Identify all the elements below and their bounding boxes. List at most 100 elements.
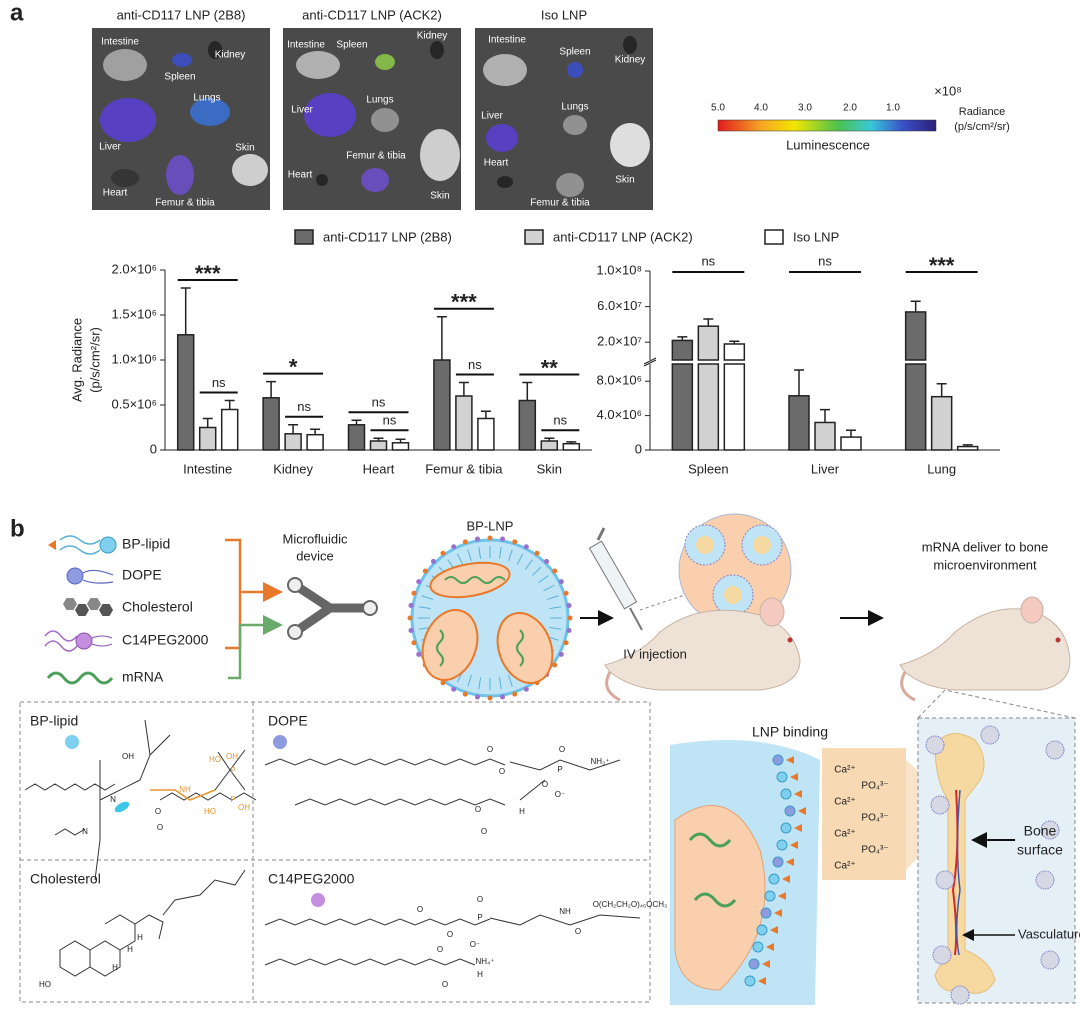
ring bbox=[99, 603, 113, 617]
mini-core bbox=[724, 586, 742, 604]
bar bbox=[433, 359, 451, 451]
orange-tip bbox=[770, 926, 778, 934]
atom-label: P bbox=[230, 766, 235, 775]
error-bar bbox=[846, 429, 856, 438]
lipid-head bbox=[487, 535, 493, 541]
organ-signal bbox=[316, 174, 328, 186]
bond-chain bbox=[54, 828, 86, 836]
lipid-head bbox=[567, 615, 573, 621]
ion-label: Ca²⁺ bbox=[834, 765, 855, 776]
atom-label: O bbox=[481, 827, 487, 836]
error-bar bbox=[458, 381, 469, 396]
bar bbox=[671, 339, 694, 361]
lipid-head bbox=[422, 568, 428, 574]
lipid-head bbox=[768, 873, 780, 885]
orange-tip bbox=[794, 824, 802, 832]
bar bbox=[220, 408, 239, 451]
organ-label: Lungs bbox=[561, 102, 588, 113]
ion-label: Ca²⁺ bbox=[834, 797, 855, 808]
lipid-head bbox=[430, 558, 436, 564]
bar bbox=[540, 440, 559, 451]
sig-label: *** bbox=[451, 290, 477, 315]
orange-tip bbox=[790, 773, 798, 781]
organ-label: Heart bbox=[103, 188, 128, 199]
bar bbox=[262, 397, 280, 451]
linker bbox=[114, 801, 130, 813]
lipid-tail bbox=[538, 575, 549, 584]
component-label: mRNA bbox=[122, 669, 164, 685]
lipid-head bbox=[544, 558, 550, 564]
legend-swatch bbox=[764, 229, 784, 245]
device-label: Microfluidic bbox=[282, 531, 348, 546]
atom-label: N bbox=[82, 827, 88, 836]
y-tick-label: 0.5×10⁶ bbox=[112, 396, 157, 411]
lipid-tail bbox=[549, 606, 562, 610]
orange-tip bbox=[778, 892, 786, 900]
lipid-head bbox=[558, 651, 564, 657]
error-bar bbox=[820, 408, 830, 423]
atom-label: HO bbox=[209, 755, 221, 764]
structure-box bbox=[19, 701, 651, 1003]
error-bar bbox=[180, 287, 191, 335]
error-bar bbox=[310, 428, 321, 435]
zoom-line bbox=[917, 689, 946, 719]
organ-signal bbox=[232, 154, 268, 186]
bar bbox=[455, 395, 473, 451]
orange-bracket bbox=[225, 538, 278, 650]
organ-label: Femur & tibia bbox=[346, 151, 406, 162]
organ-label: Heart bbox=[484, 158, 509, 169]
atom-label: P bbox=[230, 795, 235, 804]
error-bar bbox=[224, 399, 235, 410]
ring bbox=[63, 597, 77, 611]
lipid-head bbox=[487, 695, 493, 701]
ring bbox=[75, 603, 89, 617]
sig-label: ns bbox=[553, 413, 567, 428]
lipid-head bbox=[451, 544, 457, 550]
y-tick-label: 0 bbox=[635, 441, 642, 456]
bar bbox=[518, 399, 537, 451]
mrna bbox=[436, 576, 524, 667]
error-bar bbox=[288, 424, 299, 434]
atom-label: OH bbox=[238, 803, 250, 812]
error-bar bbox=[436, 316, 447, 360]
component-label: C14PEG2000 bbox=[122, 632, 209, 648]
lipid-tail bbox=[546, 595, 559, 600]
atom-label: O bbox=[542, 780, 548, 789]
lipid-head bbox=[552, 662, 558, 668]
organ-label: Kidney bbox=[215, 50, 246, 61]
lipid-tail bbox=[467, 674, 472, 687]
sig-label: ns bbox=[372, 395, 386, 410]
atom-label: O bbox=[487, 745, 493, 754]
lipid-head bbox=[563, 590, 569, 596]
organ-label: Kidney bbox=[417, 31, 448, 42]
x-tick-label: Intestine bbox=[183, 461, 232, 476]
atom-label: H bbox=[112, 963, 118, 972]
atom-label: H bbox=[477, 970, 483, 979]
bar bbox=[176, 334, 195, 451]
sig-label: ns bbox=[468, 357, 482, 372]
lipid-head bbox=[780, 822, 792, 834]
tail bbox=[59, 535, 101, 555]
injection-label: IV injection bbox=[623, 646, 687, 661]
atom-label: O bbox=[437, 945, 443, 954]
lipid-head bbox=[474, 694, 480, 700]
colorbar-tick: 4.0 bbox=[754, 103, 768, 114]
icon bbox=[311, 893, 325, 907]
lipid-head bbox=[772, 754, 784, 766]
orange-tip bbox=[774, 909, 782, 917]
bound-lnp bbox=[925, 735, 945, 755]
orange-tip bbox=[790, 841, 798, 849]
organ-label: Femur & tibia bbox=[155, 198, 215, 209]
lipid-head bbox=[566, 628, 572, 634]
sig-label: * bbox=[289, 354, 298, 379]
bar bbox=[723, 343, 746, 361]
delivery-label: mRNA deliver to bone bbox=[922, 539, 1048, 554]
sig-label: *** bbox=[195, 261, 221, 286]
bar bbox=[369, 440, 388, 451]
mini-core bbox=[753, 536, 771, 554]
organ-label: Intestine bbox=[101, 37, 139, 48]
axis-break bbox=[643, 357, 657, 367]
bone bbox=[934, 733, 996, 994]
lipid-head bbox=[760, 907, 772, 919]
lipid-tail bbox=[478, 546, 482, 559]
